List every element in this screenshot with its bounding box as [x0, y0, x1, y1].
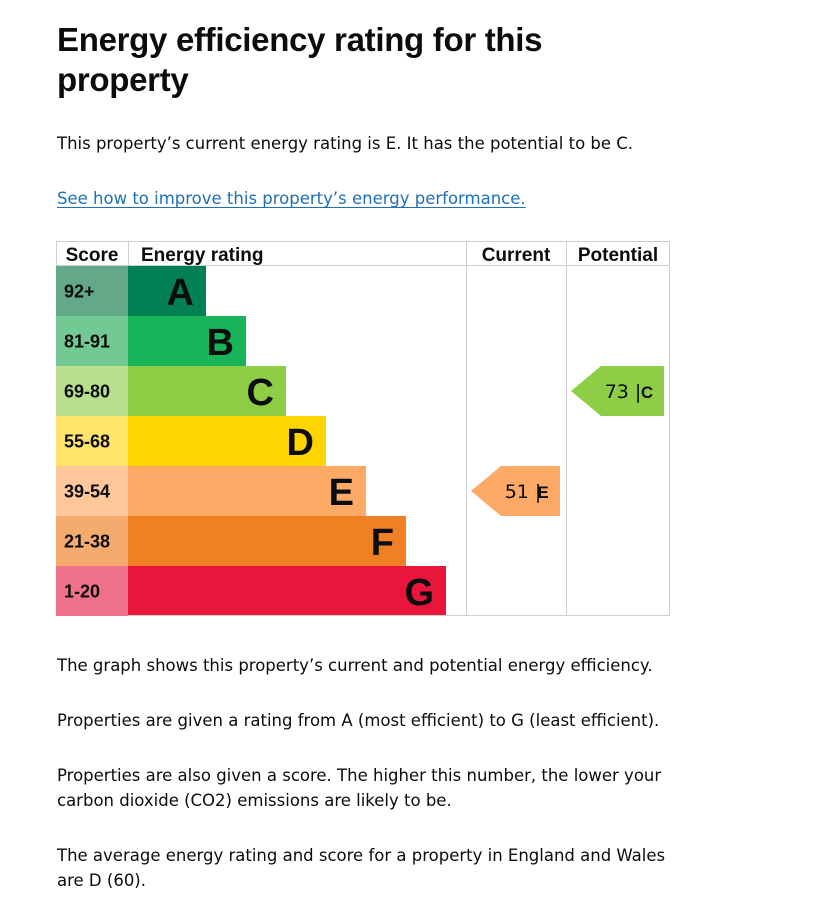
current-column-header: Current: [482, 245, 551, 266]
rating-letter-f: F: [371, 522, 394, 564]
rating-bar-d: [128, 416, 326, 466]
score-range-label: 21-38: [64, 532, 110, 552]
score-range-label: 69-80: [64, 382, 110, 402]
potential-rating-arrow: [571, 366, 664, 416]
rating-bar-e: [128, 466, 366, 516]
score-range-label: 1-20: [64, 582, 100, 602]
rating-letter-a: A: [167, 272, 194, 314]
rating-letter-g: G: [404, 572, 434, 614]
score-cell-b: [56, 316, 128, 366]
score-column-header: Score: [66, 245, 119, 266]
energy-rating-chart: Score Energy rating Current Potential 92+ A 81…: [56, 241, 670, 616]
energy-rating-column-header: Energy rating: [141, 245, 263, 266]
score-range-label: 39-54: [64, 482, 110, 502]
current-rating-score: 51 |: [505, 481, 542, 503]
score-range-label: 55-68: [64, 432, 110, 452]
potential-column-header: Potential: [578, 245, 658, 266]
rating-bar-b: [128, 316, 246, 366]
rating-letter-d: D: [287, 422, 314, 464]
potential-rating-letter: C: [641, 383, 653, 402]
rating-letter-c: C: [247, 372, 274, 414]
score-cell-c: [56, 366, 128, 416]
potential-rating-score: 73 |: [605, 381, 642, 403]
rating-bar-a: [128, 266, 206, 316]
score-cell-g: [56, 566, 128, 616]
current-rating-arrow: [471, 466, 560, 516]
score-cell-a: [56, 266, 128, 316]
score-explanation: Properties are also given a score. The h…: [57, 766, 662, 810]
current-rating-letter: E: [537, 483, 548, 502]
rating-bar-g: [128, 566, 446, 616]
graph-explanation: The graph shows this property’s current …: [57, 656, 653, 675]
page-title: Energy efficiency rating for this proper…: [57, 21, 543, 98]
score-cell-f: [56, 516, 128, 566]
rating-bar-f: [128, 516, 406, 566]
rating-letter-b: B: [207, 322, 234, 364]
score-range-label: 92+: [64, 282, 95, 302]
average-rating-note: The average energy rating and score for …: [57, 846, 666, 890]
score-range-label: 81-91: [64, 332, 110, 352]
rating-bar-c: [128, 366, 286, 416]
rating-summary: This property’s current energy rating is…: [57, 134, 634, 153]
score-cell-d: [56, 416, 128, 466]
rating-letter-e: E: [329, 472, 354, 514]
improve-energy-link[interactable]: See how to improve this property’s energ…: [57, 189, 526, 208]
score-cell-e: [56, 466, 128, 516]
rating-explanation: Properties are given a rating from A (mo…: [57, 711, 660, 730]
